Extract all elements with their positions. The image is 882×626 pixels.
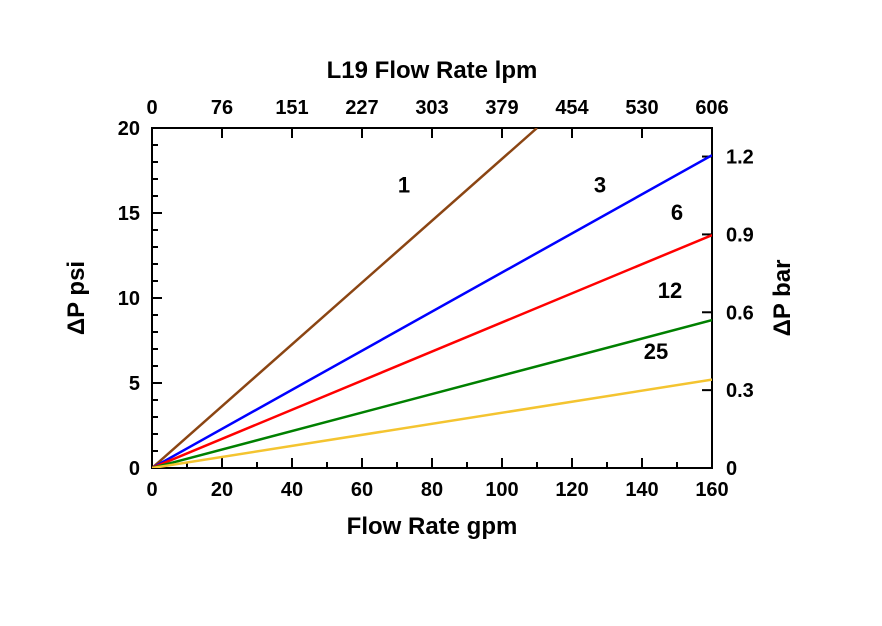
series-label-6: 6: [671, 200, 683, 225]
series-label-3: 3: [594, 173, 606, 198]
pressure-flow-chart: 0204060801001201401600761512273033794545…: [0, 0, 882, 626]
x-bottom-tick: 120: [555, 479, 588, 501]
series-label-1: 1: [398, 173, 410, 198]
series-label-12: 12: [658, 278, 682, 303]
x-top-tick: 227: [345, 97, 378, 119]
y-left-title: ΔP psi: [63, 261, 90, 335]
series-label-25: 25: [644, 339, 668, 364]
y-right-tick: 0: [726, 458, 737, 480]
x-top-tick: 76: [211, 97, 233, 119]
x-top-tick: 151: [275, 97, 308, 119]
y-right-title: ΔP bar: [769, 260, 796, 337]
x-bottom-tick: 100: [485, 479, 518, 501]
x-top-title: L19 Flow Rate lpm: [327, 57, 538, 84]
y-left-tick: 20: [118, 118, 140, 140]
chart-svg: 0204060801001201401600761512273033794545…: [0, 0, 882, 626]
y-right-tick: 0.9: [726, 224, 754, 246]
y-left-tick: 10: [118, 288, 140, 310]
x-bottom-title: Flow Rate gpm: [347, 513, 518, 540]
x-top-tick: 606: [695, 97, 728, 119]
x-bottom-tick: 0: [146, 479, 157, 501]
x-bottom-tick: 140: [625, 479, 658, 501]
y-left-tick: 15: [118, 203, 140, 225]
x-bottom-tick: 20: [211, 479, 233, 501]
x-top-tick: 530: [625, 97, 658, 119]
x-bottom-tick: 60: [351, 479, 373, 501]
y-right-tick: 1.2: [726, 147, 754, 169]
x-top-tick: 0: [146, 97, 157, 119]
y-right-tick: 0.3: [726, 380, 754, 402]
x-bottom-tick: 40: [281, 479, 303, 501]
y-right-tick: 0.6: [726, 302, 754, 324]
y-left-tick: 5: [129, 373, 140, 395]
y-left-tick: 0: [129, 458, 140, 480]
x-top-tick: 454: [555, 97, 589, 119]
x-top-tick: 379: [485, 97, 518, 119]
x-top-tick: 303: [415, 97, 448, 119]
x-bottom-tick: 80: [421, 479, 443, 501]
x-bottom-tick: 160: [695, 479, 728, 501]
